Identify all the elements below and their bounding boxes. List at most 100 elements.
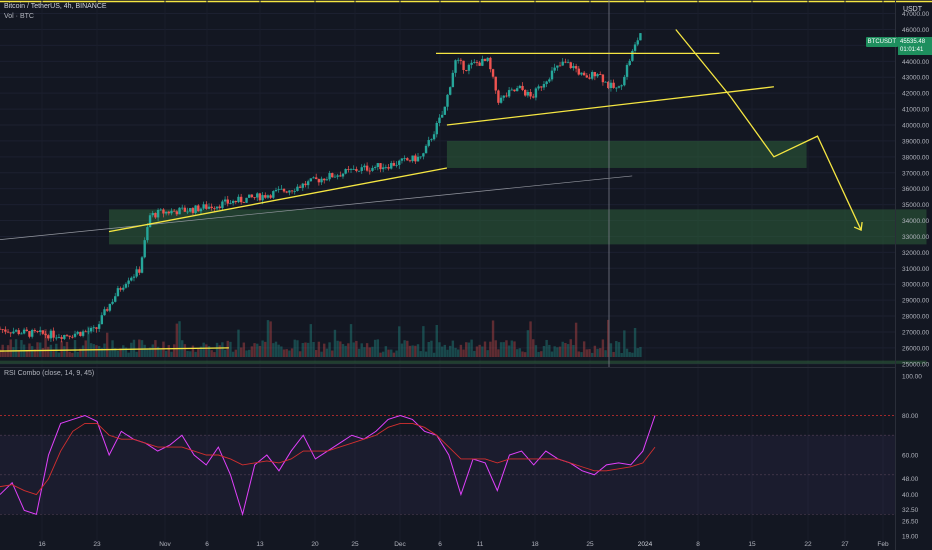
volume-bar-71	[189, 351, 192, 357]
volume-bar-208	[556, 347, 559, 357]
volume-bar-235	[628, 352, 631, 357]
volume-bar-149	[398, 326, 401, 357]
candle-body-172	[459, 59, 463, 61]
candles[interactable]	[0, 33, 642, 343]
candle-body-181	[483, 58, 487, 61]
volume-bar-73	[194, 351, 197, 357]
price-axis[interactable]: 25000.00 26000.00 27000.00 28000.00 29000.00…	[902, 11, 929, 540]
candle-body-148	[395, 164, 398, 166]
volume-bar-83	[221, 342, 224, 357]
volume-bar-99	[264, 341, 267, 357]
time-axis[interactable]: 16 23 Nov 6 13 20 25 Dec 6 11 18 25 2024 8 15 22 27 Feb	[38, 541, 889, 548]
volume-bar-187	[499, 342, 503, 357]
volume-bar-214	[572, 344, 575, 357]
volume-bar-185	[494, 340, 497, 357]
candle-body-80	[213, 208, 216, 209]
candle-body-212	[566, 62, 570, 64]
time-tick-17: Feb	[877, 541, 889, 548]
volume-bar-104	[277, 344, 280, 357]
volume-bar-69	[183, 344, 187, 357]
candle-body-83	[221, 201, 224, 209]
candle-body-55	[146, 227, 149, 241]
projection-path[interactable]	[675, 29, 862, 231]
candle-body-90	[239, 196, 243, 203]
volume-bar-145	[387, 349, 390, 357]
candle-body-177	[473, 62, 476, 63]
volume-bar-38	[100, 347, 104, 357]
volume-bar-147	[392, 352, 396, 357]
volume-bar-96	[256, 343, 259, 357]
volume-bar-102	[272, 343, 275, 357]
candle-body-94	[250, 194, 254, 198]
candle-body-170	[454, 60, 457, 73]
currency-label[interactable]: USDT	[902, 6, 922, 13]
volume-bar-136	[363, 347, 366, 357]
candle-body-46	[122, 287, 125, 290]
candle-body-114	[304, 183, 307, 186]
candle-body-34	[89, 327, 93, 332]
volume-bar-154	[411, 345, 414, 357]
volume-bar-110	[293, 339, 296, 357]
price-tick-19: 44000.00	[902, 59, 929, 66]
price-tick-0: 25000.00	[902, 361, 929, 368]
gray-trendline[interactable]	[0, 175, 633, 240]
rsi-series-1[interactable]	[0, 422, 656, 496]
candle-body-222	[593, 72, 597, 77]
candle-body-102	[272, 191, 275, 198]
candle-body-192	[513, 89, 516, 92]
candle-body-42	[111, 301, 114, 304]
volume-bar-127	[339, 341, 342, 357]
volume-bar-226	[604, 350, 607, 357]
volume-bar-118	[314, 350, 318, 357]
volume-bar-48	[127, 352, 130, 357]
candle-body-57	[151, 212, 154, 216]
rsi-pane[interactable]	[0, 414, 895, 517]
volume-bar-106	[282, 349, 286, 357]
price-tick-2: 27000.00	[902, 329, 929, 336]
candle-body-72	[191, 208, 195, 213]
volume-bar-51	[135, 351, 138, 357]
volume-bar-52	[138, 339, 141, 357]
candle-body-82	[218, 206, 221, 209]
volume-bar-131	[349, 324, 353, 357]
volume-bar-188	[502, 342, 505, 357]
volume-bar-98	[261, 340, 264, 357]
volume-bar-233	[623, 330, 626, 357]
volume-bar-125	[333, 329, 337, 357]
trendline-1[interactable]	[446, 86, 774, 126]
volume-bar-174	[465, 342, 468, 357]
volume-bar-198	[529, 321, 532, 357]
volume-bar-14	[36, 342, 39, 357]
volume-bar-64	[170, 351, 173, 357]
candle-body-188	[502, 95, 505, 98]
drawings[interactable]	[0, 0, 863, 367]
trendline-0[interactable]	[108, 167, 448, 233]
volume-bar-12	[30, 346, 34, 357]
volume-bar-37	[97, 345, 101, 357]
candle-body-50	[132, 276, 136, 278]
rsi-label: RSI Combo (close, 14, 9, 45)	[4, 370, 95, 377]
candle-body-13	[33, 330, 37, 332]
trendline-3[interactable]	[0, 347, 229, 352]
time-tick-13: 8	[696, 541, 700, 548]
candle-body-81	[215, 206, 219, 209]
candle-body-231	[617, 86, 621, 88]
volume-bar-202	[540, 351, 543, 357]
rsi-tick-5: 60.00	[902, 453, 919, 460]
volume-bar-28	[73, 339, 77, 357]
candle-body-127	[339, 175, 342, 177]
volume-bar-91	[242, 342, 246, 357]
volume-bar-10	[25, 349, 28, 357]
price-tick-15: 40000.00	[902, 123, 929, 130]
price-tick-7: 32000.00	[902, 250, 929, 257]
volume-bar-162	[432, 352, 436, 357]
candle-body-89	[237, 196, 240, 203]
candle-body-191	[510, 89, 514, 91]
candle-body-65	[172, 210, 176, 212]
volume-bar-117	[312, 341, 315, 357]
volume-bar-135	[360, 343, 363, 357]
volume-bar-70	[186, 350, 189, 357]
candle-body-128	[341, 173, 345, 177]
volume-bar-128	[341, 344, 345, 357]
